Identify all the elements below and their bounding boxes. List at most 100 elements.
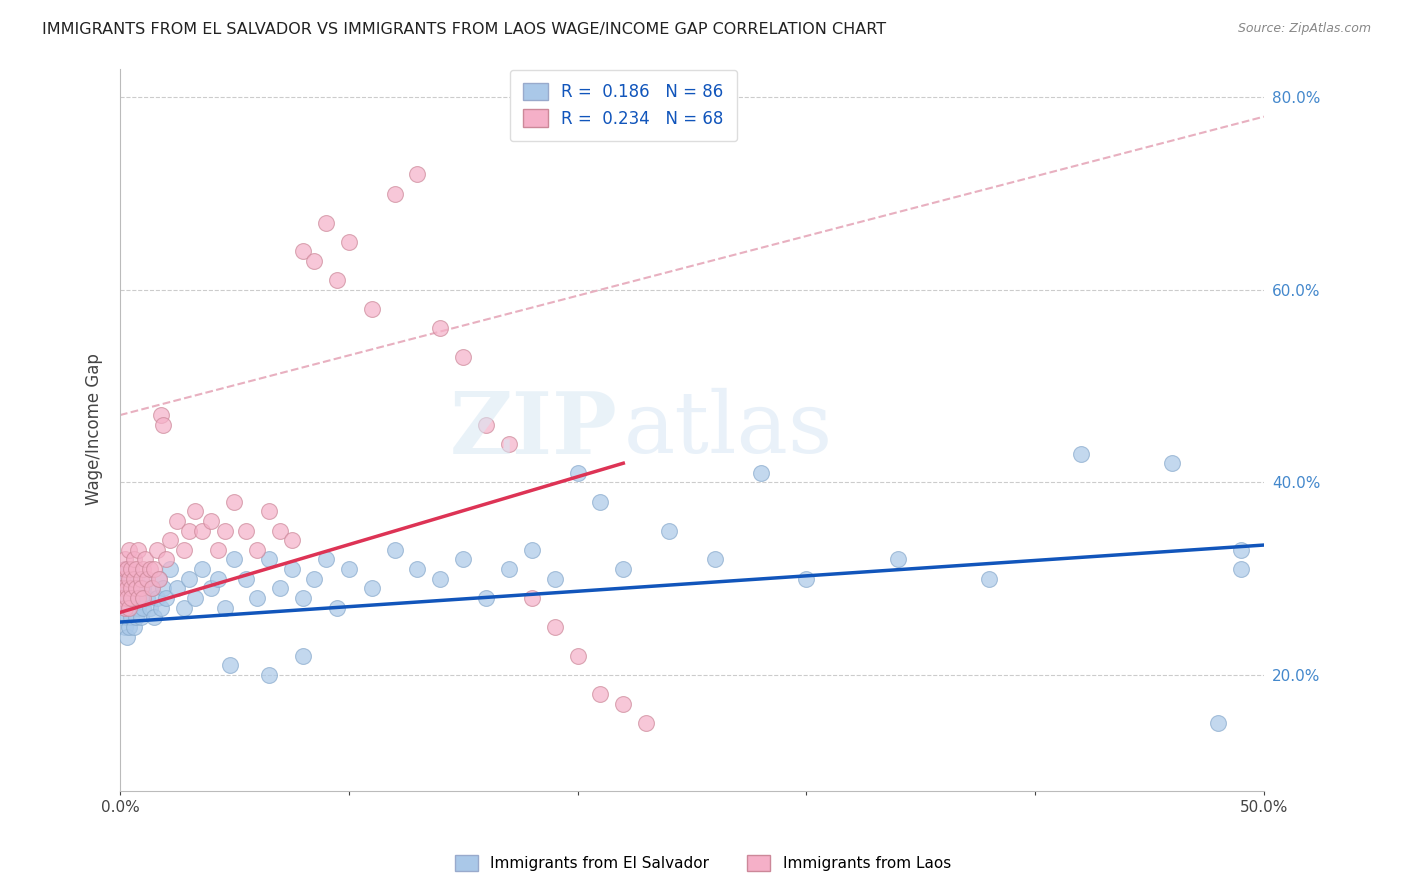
Point [125, 562, 148, 576]
Point [451, 552, 474, 566]
Point [543, 620, 565, 634]
Point [280, 533, 302, 548]
Point [115, 610, 138, 624]
Point [1070, 447, 1092, 461]
Point [132, 591, 155, 605]
Point [543, 572, 565, 586]
Point [191, 524, 214, 538]
Point [118, 582, 141, 596]
Point [191, 562, 214, 576]
Point [159, 533, 181, 548]
Point [152, 417, 174, 432]
Point [257, 552, 280, 566]
Point [291, 244, 314, 259]
Point [384, 542, 406, 557]
Point [118, 542, 141, 557]
Point [115, 591, 138, 605]
Point [326, 273, 349, 287]
Point [129, 591, 152, 605]
Point [155, 552, 177, 566]
Point [429, 321, 451, 335]
Point [269, 582, 291, 596]
Point [111, 572, 134, 586]
Point [127, 591, 149, 605]
Point [257, 504, 280, 518]
Point [406, 562, 429, 576]
Point [173, 600, 195, 615]
Point [246, 542, 269, 557]
Point [200, 582, 222, 596]
Point [794, 572, 817, 586]
Point [214, 600, 236, 615]
Point [120, 572, 142, 586]
Point [111, 591, 134, 605]
Point [120, 562, 142, 576]
Point [111, 572, 134, 586]
Point [291, 648, 314, 663]
Point [114, 600, 136, 615]
Point [118, 572, 141, 586]
Point [589, 687, 612, 701]
Point [1206, 716, 1229, 731]
Point [115, 582, 138, 596]
Point [134, 552, 156, 566]
Point [520, 542, 543, 557]
Point [1161, 456, 1184, 470]
Point [269, 524, 291, 538]
Point [703, 552, 725, 566]
Point [291, 591, 314, 605]
Point [337, 562, 360, 576]
Point [567, 466, 589, 480]
Point [887, 552, 910, 566]
Point [235, 524, 257, 538]
Point [141, 582, 163, 596]
Point [132, 582, 155, 596]
Point [122, 600, 145, 615]
Point [136, 591, 159, 605]
Point [129, 572, 152, 586]
Point [235, 572, 257, 586]
Point [122, 582, 145, 596]
Point [224, 494, 246, 508]
Point [1230, 542, 1253, 557]
Point [200, 514, 222, 528]
Point [129, 582, 152, 596]
Point [155, 591, 177, 605]
Point [125, 591, 148, 605]
Point [612, 697, 634, 711]
Point [612, 562, 634, 576]
Point [257, 668, 280, 682]
Point [114, 582, 136, 596]
Point [115, 630, 138, 644]
Point [122, 572, 145, 586]
Legend: R =  0.186   N = 86, R =  0.234   N = 68: R = 0.186 N = 86, R = 0.234 N = 68 [509, 70, 737, 141]
Point [136, 572, 159, 586]
Point [406, 168, 429, 182]
Point [636, 716, 658, 731]
Point [520, 591, 543, 605]
Point [475, 417, 498, 432]
Point [114, 620, 136, 634]
Point [114, 600, 136, 615]
Point [184, 504, 207, 518]
Point [118, 600, 141, 615]
Point [246, 591, 269, 605]
Point [159, 562, 181, 576]
Point [122, 620, 145, 634]
Point [129, 610, 152, 624]
Point [120, 610, 142, 624]
Point [114, 562, 136, 576]
Point [304, 254, 326, 268]
Point [589, 494, 612, 508]
Point [127, 582, 149, 596]
Point [115, 562, 138, 576]
Point [166, 514, 188, 528]
Point [125, 610, 148, 624]
Point [177, 524, 200, 538]
Point [118, 562, 141, 576]
Point [207, 572, 229, 586]
Point [360, 302, 382, 317]
Point [304, 572, 326, 586]
Point [360, 582, 382, 596]
Point [658, 524, 681, 538]
